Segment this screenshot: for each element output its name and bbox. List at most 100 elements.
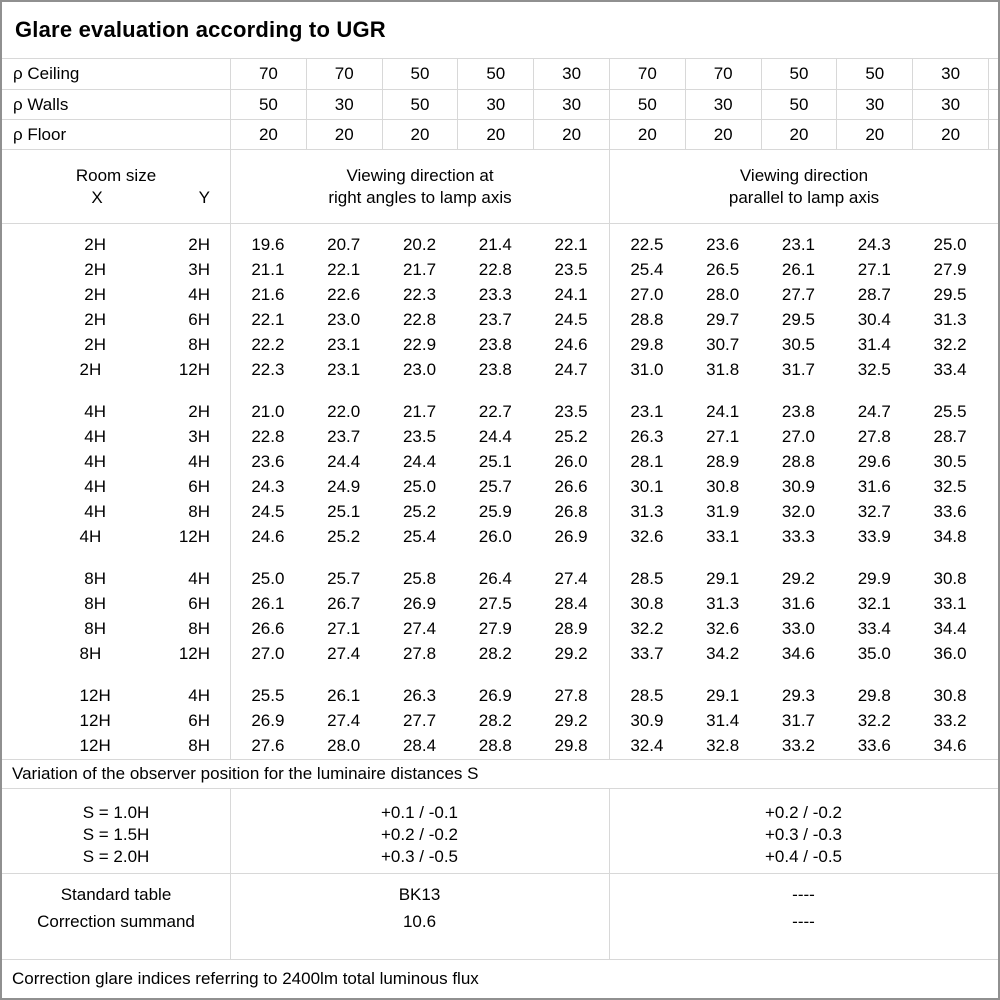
reflectance-value: 30 <box>305 90 382 119</box>
ugr-value: 28.8 <box>478 735 512 755</box>
ugr-value: 24.5 <box>554 309 588 329</box>
room-y-value: 6H <box>188 593 210 613</box>
ugr-value: 25.2 <box>554 426 588 446</box>
reflectance-value: 50 <box>760 90 837 119</box>
ugr-value: 29.1 <box>706 568 740 588</box>
title-row: Glare evaluation according to UGR <box>2 2 998 59</box>
ugr-value: 30.4 <box>857 309 891 329</box>
variation-right-angles-value: +0.2 / -0.2 <box>380 825 459 844</box>
ugr-value: 33.3 <box>781 526 816 546</box>
ugr-value: 29.7 <box>706 309 740 329</box>
ugr-value: 31.6 <box>781 593 816 613</box>
ugr-value: 25.4 <box>402 526 437 546</box>
room-x-value: 12H <box>79 735 111 755</box>
room-size-cell: 4H 8H <box>2 502 230 522</box>
x-column-header: X <box>91 187 103 207</box>
ugr-value: 26.9 <box>251 710 285 730</box>
ugr-value: 22.9 <box>402 334 437 354</box>
ugr-value: 23.5 <box>402 426 437 446</box>
reflectance-value: 20 <box>305 120 382 149</box>
room-size-cell: 12H 8H <box>2 736 230 756</box>
summary-label: Correction summand <box>37 911 195 931</box>
ugr-value: 31.0 <box>630 359 664 379</box>
reflectance-value: 70 <box>608 59 685 89</box>
ugr-value: 21.7 <box>402 401 437 421</box>
reflectance-value: 30 <box>684 90 761 119</box>
ugr-value: 25.0 <box>933 234 967 254</box>
ugr-value: 24.4 <box>402 451 437 471</box>
room-x-value: 2H <box>84 334 106 354</box>
parallel-header-line1: Viewing direction <box>739 165 869 185</box>
ugr-value: 25.4 <box>630 259 664 279</box>
ugr-value: 20.7 <box>327 234 361 254</box>
ugr-value: 23.5 <box>554 401 588 421</box>
ugr-value: 28.0 <box>327 735 361 755</box>
ugr-value: 28.0 <box>706 284 740 304</box>
room-size-label: Room size <box>75 165 157 185</box>
room-size-cell: 4H 4H <box>2 452 230 472</box>
ugr-value: 23.0 <box>327 309 361 329</box>
reflectance-label-walls: ρ Walls <box>13 94 69 114</box>
ugr-value: 30.7 <box>706 334 740 354</box>
room-size-cell: 2H 6H <box>2 310 230 330</box>
room-size-cell: 4H 2H <box>2 402 230 422</box>
column-header-row: Room size X Y Viewing direction at right… <box>2 150 998 224</box>
room-y-value: 8H <box>188 735 210 755</box>
reflectance-value: 70 <box>684 59 761 89</box>
ugr-value: 22.3 <box>402 284 437 304</box>
ugr-value: 22.8 <box>402 309 437 329</box>
ugr-value: 27.8 <box>554 685 588 705</box>
ugr-value: 23.1 <box>327 359 361 379</box>
room-x-value: 4H <box>84 476 106 496</box>
reflectance-value: 20 <box>457 120 533 149</box>
summary-right-value: ---- <box>792 884 815 904</box>
ugr-value: 26.3 <box>402 685 437 705</box>
ugr-value: 32.6 <box>706 618 740 638</box>
ugr-value: 32.5 <box>933 476 967 496</box>
ugr-value: 22.6 <box>327 284 361 304</box>
ugr-value: 32.1 <box>857 593 891 613</box>
luminaire-distance-label: S = 2.0H <box>82 847 150 866</box>
xy-header-row: X Y <box>2 187 230 209</box>
ugr-value: 30.8 <box>933 568 967 588</box>
variation-parallel-value: +0.2 / -0.2 <box>764 803 843 822</box>
ugr-row: 4H 4H 23.6 24.4 24.4 25.1 26.0 28.1 28.9 28.8 29.6… <box>2 449 998 474</box>
ugr-value: 27.8 <box>857 426 891 446</box>
ugr-row: 4H 6H 24.3 24.9 25.0 25.7 26.6 30.1 30.8 30.9 31.6… <box>2 474 998 499</box>
ugr-value: 24.1 <box>554 284 588 304</box>
ugr-value: 33.2 <box>781 735 816 755</box>
summary-center-value: 10.6 <box>402 911 437 931</box>
room-size-cell: 2H 2H <box>2 235 230 255</box>
ugr-value: 33.1 <box>933 593 967 613</box>
ugr-value: 33.9 <box>857 526 891 546</box>
reflectance-value: 20 <box>836 120 912 149</box>
ugr-value: 22.7 <box>478 401 512 421</box>
ugr-value: 26.4 <box>478 568 512 588</box>
room-y-value: 4H <box>188 685 210 705</box>
reflectance-value: 70 <box>230 59 306 89</box>
room-y-value: 8H <box>188 334 210 354</box>
room-y-value: 3H <box>188 426 210 446</box>
ugr-value: 27.4 <box>327 643 361 663</box>
ugr-value: 28.2 <box>478 643 512 663</box>
room-size-cell: 8H 4H <box>2 569 230 589</box>
reflectance-value: 20 <box>760 120 837 149</box>
room-x-value: 2H <box>84 309 106 329</box>
footer-note-row: Correction glare indices referring to 24… <box>2 960 998 989</box>
reflectance-value: 20 <box>381 120 458 149</box>
right-angles-header-line1: Viewing direction at <box>346 165 494 185</box>
reflectance-value: 50 <box>381 90 458 119</box>
ugr-value: 19.6 <box>251 234 285 254</box>
ugr-value: 28.9 <box>554 618 588 638</box>
room-size-header: Room size X Y <box>2 150 230 223</box>
ugr-value: 27.7 <box>781 284 816 304</box>
ugr-value: 33.4 <box>933 359 967 379</box>
ugr-value: 25.2 <box>402 501 437 521</box>
ugr-value: 28.7 <box>857 284 891 304</box>
right-angles-header: Viewing direction at right angles to lam… <box>230 150 609 223</box>
ugr-value: 23.1 <box>327 334 361 354</box>
ugr-value: 24.6 <box>554 334 588 354</box>
ugr-value: 27.1 <box>327 618 361 638</box>
reflectance-value: 50 <box>381 59 458 89</box>
